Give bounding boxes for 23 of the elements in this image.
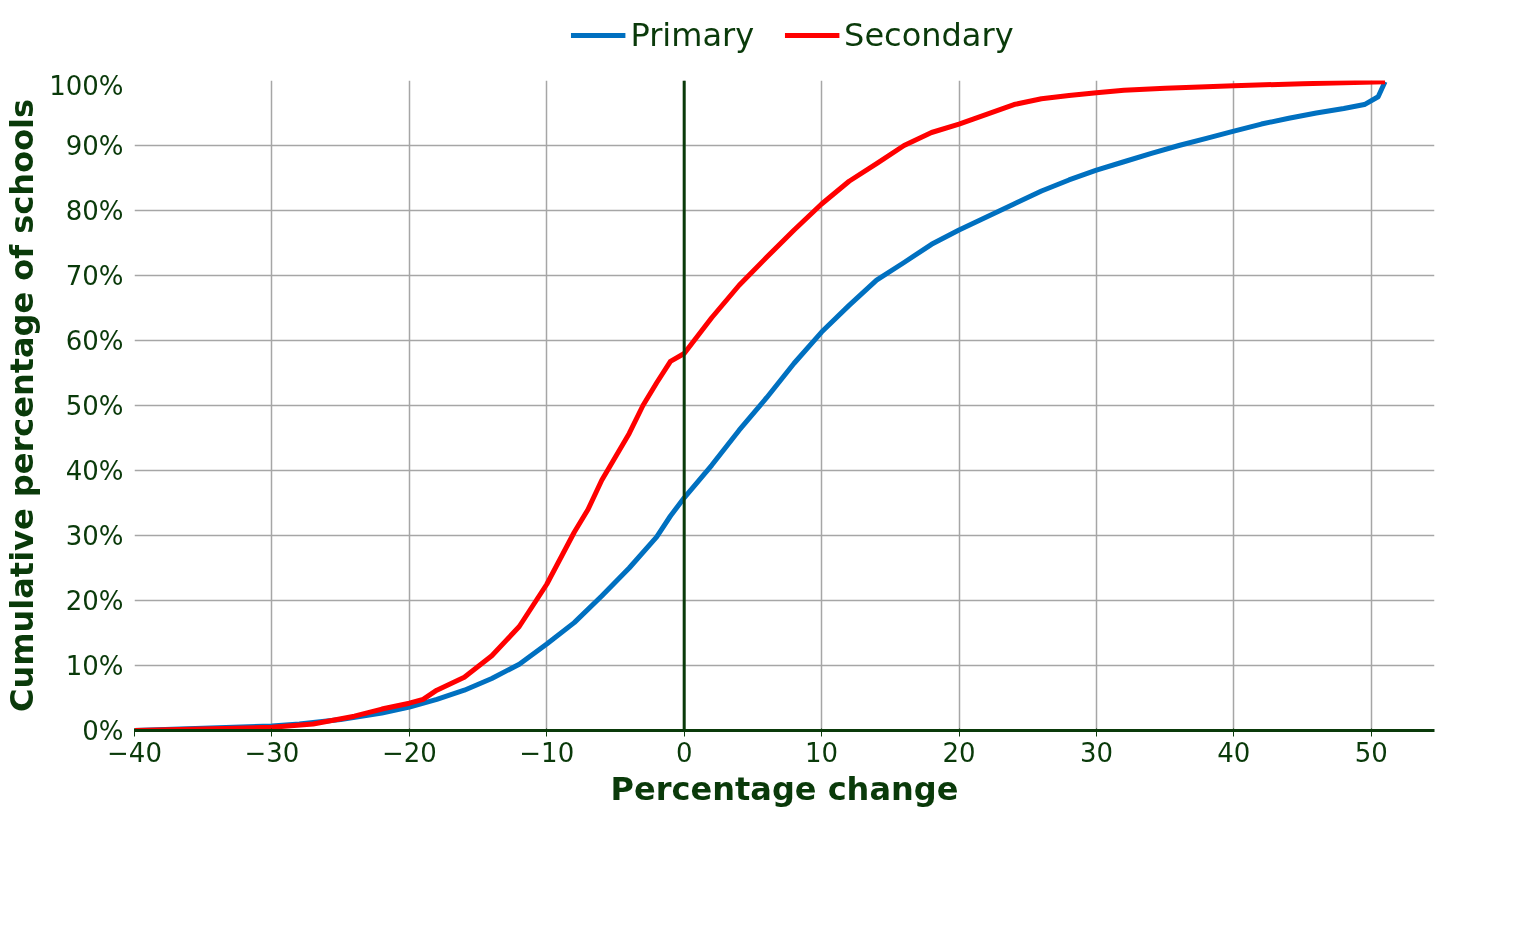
y-tick-label: 70%: [65, 260, 124, 291]
y-tick-label: 20%: [65, 585, 124, 616]
y-tick-label: 100%: [49, 70, 124, 101]
x-tick-label: −30: [244, 737, 300, 768]
legend-label: Secondary: [844, 16, 1014, 54]
x-tick-label: 0: [675, 737, 693, 768]
x-tick-label: −10: [519, 737, 575, 768]
x-tick-label: 50: [1354, 737, 1388, 768]
y-tick-label: 30%: [65, 520, 124, 551]
x-tick-label: 20: [942, 737, 976, 768]
y-axis-title: Cumulative percentage of schools: [3, 98, 42, 713]
y-tick-label: 10%: [65, 650, 124, 681]
y-tick-label: 60%: [65, 325, 124, 356]
x-tick-label: 10: [805, 737, 839, 768]
x-tick-label: −20: [381, 737, 437, 768]
x-tick-label: 30: [1079, 737, 1113, 768]
y-tick-label: 90%: [65, 130, 124, 161]
y-tick-label: 80%: [65, 195, 124, 226]
x-tick-label: 40: [1217, 737, 1251, 768]
x-axis-title: Percentage change: [610, 769, 959, 808]
y-tick-label: 50%: [65, 390, 124, 421]
legend-label: Primary: [630, 16, 755, 54]
y-tick-label: 40%: [65, 455, 124, 486]
